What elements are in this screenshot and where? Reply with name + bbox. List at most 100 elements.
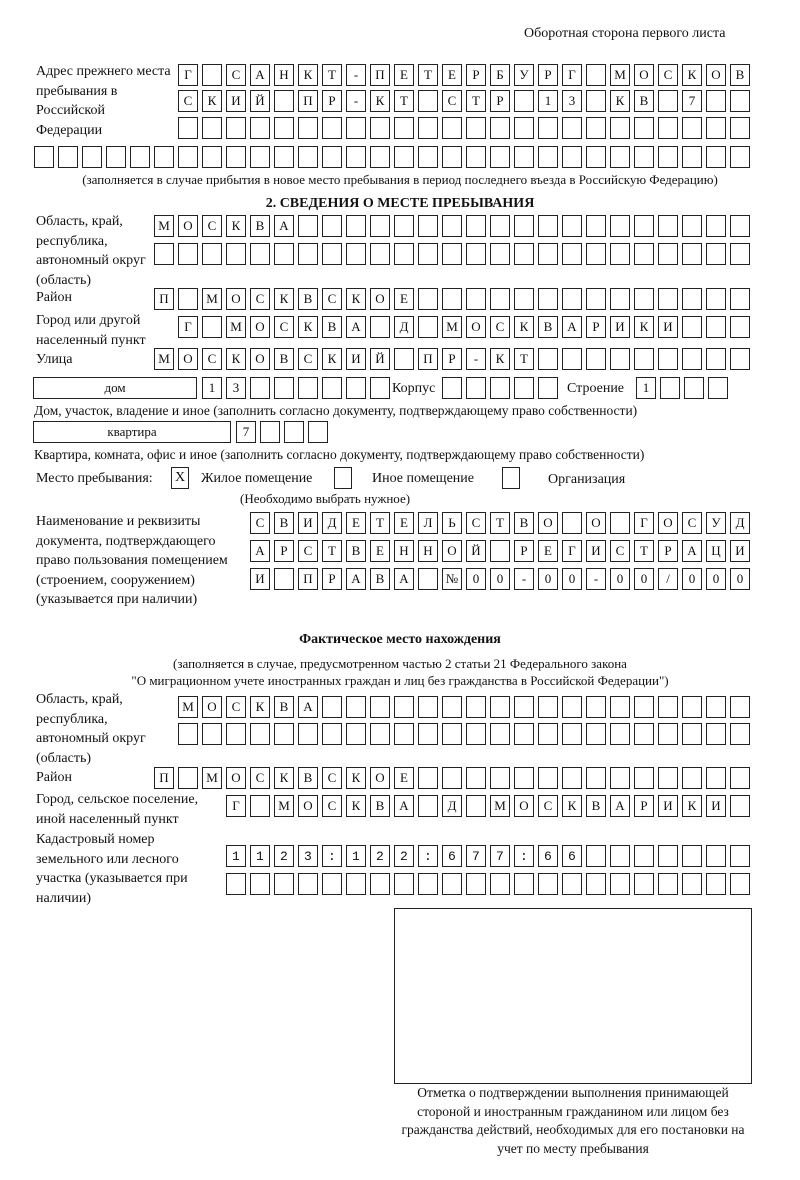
char-cell[interactable]: - (346, 90, 366, 112)
char-cell[interactable] (730, 723, 750, 745)
char-cell[interactable] (562, 288, 582, 310)
char-cell[interactable]: Р (634, 795, 654, 817)
char-cell[interactable] (370, 845, 390, 867)
char-cell[interactable]: И (250, 568, 270, 590)
char-cell[interactable] (610, 215, 630, 237)
char-cell[interactable] (418, 696, 438, 718)
char-cell[interactable] (226, 146, 246, 168)
char-cell[interactable]: М (154, 348, 174, 370)
char-cell[interactable] (274, 723, 294, 745)
char-cell[interactable] (586, 348, 606, 370)
char-cell[interactable] (394, 243, 414, 265)
char-cell[interactable] (586, 873, 606, 895)
char-cell[interactable]: К (322, 348, 342, 370)
char-cell[interactable] (634, 288, 654, 310)
char-cell[interactable] (706, 243, 726, 265)
char-cell[interactable]: О (226, 767, 246, 789)
char-cell[interactable]: К (682, 64, 702, 86)
char-cell[interactable] (514, 723, 534, 745)
char-cell[interactable] (418, 117, 438, 139)
char-cell[interactable]: Е (346, 512, 366, 534)
char-cell[interactable] (730, 90, 750, 112)
char-cell[interactable] (586, 723, 606, 745)
char-cell[interactable] (226, 723, 246, 745)
char-cell[interactable]: Е (538, 540, 558, 562)
char-cell[interactable] (538, 845, 558, 867)
char-cell[interactable] (538, 243, 558, 265)
char-cell[interactable] (466, 795, 486, 817)
char-cell[interactable] (346, 243, 366, 265)
char-cell[interactable]: К (202, 90, 222, 112)
char-cell[interactable]: Г (562, 64, 582, 86)
char-cell[interactable] (370, 117, 390, 139)
char-cell[interactable] (298, 146, 318, 168)
char-cell[interactable]: К (610, 90, 630, 112)
char-cell[interactable]: - (514, 568, 534, 590)
char-cell[interactable]: П (298, 90, 318, 112)
char-cell[interactable]: Р (538, 64, 558, 86)
char-cell[interactable] (490, 288, 510, 310)
char-cell[interactable]: О (298, 795, 318, 817)
char-cell[interactable] (610, 696, 630, 718)
char-cell[interactable] (562, 696, 582, 718)
char-cell[interactable] (298, 723, 318, 745)
char-cell[interactable] (682, 243, 702, 265)
char-cell[interactable] (418, 873, 438, 895)
char-cell[interactable] (442, 243, 462, 265)
char-cell[interactable] (466, 767, 486, 789)
char-cell[interactable]: И (730, 540, 750, 562)
char-cell[interactable] (370, 215, 390, 237)
char-cell[interactable]: Д (442, 795, 462, 817)
char-cell[interactable]: М (274, 795, 294, 817)
char-cell[interactable]: К (226, 348, 246, 370)
char-cell[interactable]: А (682, 540, 702, 562)
char-cell[interactable] (274, 117, 294, 139)
char-cell[interactable] (610, 723, 630, 745)
char-cell[interactable]: Д (322, 512, 342, 534)
char-cell[interactable]: О (514, 795, 534, 817)
char-cell[interactable]: Ц (706, 540, 726, 562)
char-cell[interactable] (346, 845, 366, 867)
char-cell[interactable] (682, 146, 702, 168)
char-cell[interactable] (178, 117, 198, 139)
char-cell[interactable]: Т (322, 540, 342, 562)
char-cell[interactable] (490, 873, 510, 895)
char-cell[interactable]: М (490, 795, 510, 817)
char-cell[interactable]: Й (370, 348, 390, 370)
char-cell[interactable] (658, 845, 678, 867)
char-cell[interactable] (202, 117, 222, 139)
char-cell[interactable] (514, 288, 534, 310)
char-cell[interactable]: А (250, 64, 270, 86)
char-cell[interactable]: В (586, 795, 606, 817)
char-cell[interactable] (706, 348, 726, 370)
char-cell[interactable] (658, 723, 678, 745)
char-cell[interactable] (466, 873, 486, 895)
char-cell[interactable]: О (250, 348, 270, 370)
char-cell[interactable] (394, 845, 414, 867)
char-cell[interactable]: И (658, 795, 678, 817)
char-cell[interactable] (322, 845, 342, 867)
char-cell[interactable]: Е (442, 64, 462, 86)
char-cell[interactable] (490, 243, 510, 265)
char-cell[interactable] (562, 723, 582, 745)
char-cell[interactable]: О (634, 64, 654, 86)
char-cell[interactable]: В (538, 316, 558, 338)
char-cell[interactable] (260, 421, 280, 443)
char-cell[interactable] (610, 288, 630, 310)
char-cell[interactable] (154, 243, 174, 265)
char-cell[interactable] (682, 845, 702, 867)
char-cell[interactable]: К (250, 696, 270, 718)
char-cell[interactable] (418, 723, 438, 745)
char-cell[interactable] (562, 117, 582, 139)
char-cell[interactable]: В (346, 540, 366, 562)
char-cell[interactable]: С (538, 795, 558, 817)
char-cell[interactable]: Н (418, 540, 438, 562)
char-cell[interactable]: О (178, 348, 198, 370)
char-cell[interactable]: Г (178, 316, 198, 338)
char-cell[interactable] (586, 64, 606, 86)
char-cell[interactable]: С (322, 288, 342, 310)
building-row[interactable]: 1 (636, 377, 728, 399)
cadastre-row-1[interactable] (226, 845, 750, 867)
char-cell[interactable] (562, 512, 582, 534)
